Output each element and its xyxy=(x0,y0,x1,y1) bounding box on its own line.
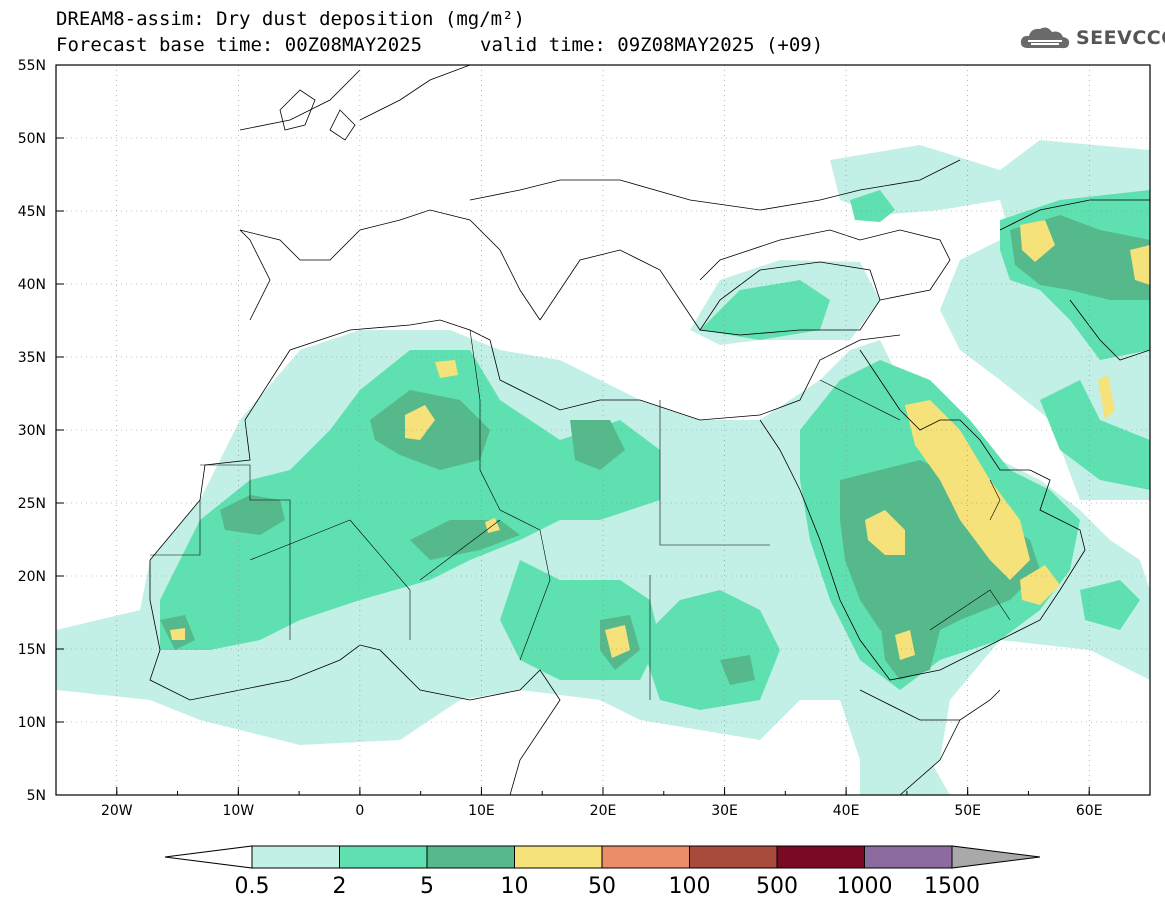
lat-label: 40N xyxy=(18,277,46,293)
colorbar-label: 5 xyxy=(420,874,434,899)
lat-label: 50N xyxy=(18,131,46,147)
colorbar-segment xyxy=(689,845,778,869)
lon-label: 20E xyxy=(590,803,617,819)
gridlines xyxy=(56,65,1150,795)
forecast-base-time: Forecast base time: 00Z08MAY2025 xyxy=(56,34,423,56)
colorbar-label: 100 xyxy=(669,874,711,899)
lon-label: 50E xyxy=(954,803,981,819)
valid-time: valid time: 09Z08MAY2025 (+09) xyxy=(480,34,824,56)
dust-field xyxy=(56,140,1150,795)
seevccc-logo: SEEVCCC xyxy=(1018,24,1165,52)
colorbar-legend: 0.5 2 5 10 50 100 500 1000 1500 xyxy=(164,845,1041,899)
country-borders xyxy=(150,329,1011,700)
lat-label: 10N xyxy=(18,715,46,731)
lon-label: 10W xyxy=(222,803,254,819)
lon-label: 30E xyxy=(711,803,738,819)
lat-label: 20N xyxy=(18,569,46,585)
colorbar-segment xyxy=(426,845,515,869)
colorbar-overflow-triangle xyxy=(951,845,1041,869)
lon-label: 40E xyxy=(833,803,860,819)
lat-label: 45N xyxy=(18,204,46,220)
colorbar-label: 1500 xyxy=(924,874,980,899)
axis-ticks xyxy=(55,64,1151,796)
lat-label: 55N xyxy=(18,58,46,74)
cloud-logo-icon xyxy=(1020,27,1070,49)
colorbar-underflow-triangle xyxy=(164,845,253,869)
lon-label: 0 xyxy=(355,803,364,819)
colorbar-segment xyxy=(339,845,428,869)
colorbar-segment xyxy=(776,845,865,869)
lon-label: 60E xyxy=(1076,803,1103,819)
colorbar-segment xyxy=(251,845,340,869)
colorbar-label: 10 xyxy=(501,874,529,899)
colorbar-segment xyxy=(864,845,953,869)
colorbar-segment xyxy=(514,845,603,869)
lat-label: 25N xyxy=(18,496,46,512)
colorbar-label: 500 xyxy=(756,874,798,899)
colorbar-label: 1000 xyxy=(837,874,893,899)
logo-text: SEEVCCC xyxy=(1076,27,1165,49)
latitude-labels: 55N 50N 45N 40N 35N 30N 25N 20N 15N 10N 5N xyxy=(18,58,46,804)
lat-label: 15N xyxy=(18,642,46,658)
chart-title: DREAM8-assim: Dry dust deposition (mg/m²… xyxy=(56,8,525,30)
longitude-labels: 20W 10W 0 10E 20E 30E 40E 50E 60E xyxy=(101,803,1103,819)
lon-label: 20W xyxy=(101,803,133,819)
colorbar-segment xyxy=(601,845,690,869)
lat-label: 35N xyxy=(18,350,46,366)
colorbar-label: 2 xyxy=(333,874,347,899)
colorbar-label: 50 xyxy=(588,874,616,899)
lon-label: 10E xyxy=(468,803,495,819)
colorbar-label: 0.5 xyxy=(235,874,270,899)
lat-label: 5N xyxy=(27,788,46,804)
lat-label: 30N xyxy=(18,423,46,439)
